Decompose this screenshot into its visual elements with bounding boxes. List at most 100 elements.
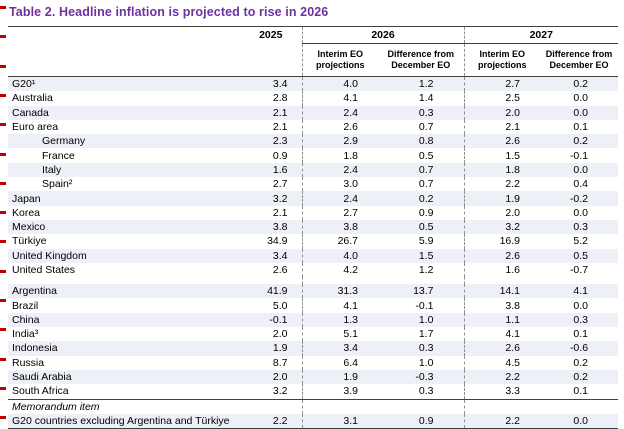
table-row: Germany 2.3 2.9 0.8 2.6 0.2: [8, 134, 619, 149]
value-cell: 2.5: [463, 91, 541, 106]
value-cell: 2.4: [301, 191, 378, 206]
value-cell: 2.4: [301, 105, 378, 120]
value-cell: 31.3: [301, 284, 378, 299]
country-cell: Canada: [12, 106, 49, 119]
subheader-row: Interim EO projections Difference from D…: [8, 43, 619, 77]
value-cell: 2.8: [272, 92, 288, 105]
country-cell: United States: [12, 264, 76, 276]
table-row: France 0.9 1.8 0.5 1.5 -0.1: [8, 148, 618, 163]
value-cell: -0.1: [415, 299, 434, 312]
value-cell: 2.2: [463, 413, 541, 429]
table-row: Korea 2.1 2.7 0.9 2.0 0.0: [8, 205, 618, 220]
table-row: Mexico 3.8 3.8 0.5 3.2 0.3: [8, 219, 619, 235]
value-cell: 3.8: [301, 219, 378, 235]
value-cell: 2.0: [272, 328, 288, 341]
value-cell: -0.1: [569, 149, 589, 162]
table-row: United Kingdom 3.4 4.0 1.5 2.6 0.5: [8, 248, 619, 263]
value-cell: 0.9: [418, 414, 434, 427]
value-cell: 3.0: [301, 177, 378, 192]
table-body: G20¹ 3.4 4.0 1.2 2.7 0.2 Australia 2.8 4.1 1.4 2.5…: [8, 76, 619, 429]
value-cell: 4.1: [573, 285, 589, 298]
revision-mark: [0, 123, 6, 126]
country-cell: Italy: [42, 163, 62, 176]
value-cell: 3.1: [301, 413, 378, 429]
country-cell: G20 countries excluding Argentina and Tü…: [12, 414, 230, 427]
col-header-2025: 2025: [259, 29, 283, 42]
value-cell: 2.1: [463, 119, 541, 135]
value-cell: 0.1: [573, 121, 589, 134]
table-row: Saudi Arabia 2.0 1.9 -0.3 2.2 0.2: [8, 369, 619, 385]
table-row: Türkiye 34.9 26.7 5.9 16.9 5.2: [8, 234, 618, 249]
value-cell: 2.1: [272, 106, 288, 119]
empty-cell: [463, 277, 541, 285]
value-cell: 2.9: [301, 134, 378, 149]
country-cell: India³: [12, 328, 39, 341]
value-cell: 1.4: [418, 92, 434, 105]
value-cell: 3.2: [272, 385, 288, 398]
value-cell: 0.0: [573, 414, 589, 427]
value-cell: 2.7: [272, 178, 288, 191]
revision-mark: [0, 65, 6, 68]
value-cell: 1.7: [418, 328, 434, 341]
value-cell: 6.4: [301, 355, 378, 370]
table-row: Euro area 2.1 2.6 0.7 2.1 0.1: [8, 119, 618, 135]
year-header-row: 2025 2026 2027: [8, 26, 619, 44]
country-cell: South Africa: [12, 385, 69, 398]
value-cell: 41.9: [267, 285, 288, 298]
revision-mark: [0, 182, 6, 185]
country-cell: Germany: [42, 135, 86, 148]
value-cell: 0.0: [573, 106, 589, 119]
revision-mark: [0, 416, 6, 419]
value-cell: 2.7: [301, 205, 378, 220]
value-cell: 2.6: [463, 341, 541, 356]
value-cell: 0.1: [573, 385, 589, 398]
table-row: Argentina 41.9 31.3 13.7 14.1 4.1: [8, 284, 619, 299]
empty-cell: [378, 277, 464, 284]
subheader-interim-2026: Interim EO projections: [301, 43, 378, 77]
revision-mark: [0, 240, 6, 243]
value-cell: 0.9: [418, 206, 434, 219]
value-cell: 0.5: [418, 221, 434, 234]
value-cell: 1.6: [272, 163, 288, 176]
value-cell: 14.1: [463, 284, 541, 299]
subheader-interim-2027: Interim EO projections: [463, 43, 541, 77]
value-cell: 2.6: [463, 248, 541, 263]
country-cell: Saudi Arabia: [12, 371, 72, 384]
country-cell: Russia: [12, 356, 45, 369]
value-cell: 1.5: [418, 249, 434, 262]
country-cell: Spain²: [42, 178, 73, 191]
value-cell: 1.2: [418, 264, 434, 276]
value-cell: 34.9: [267, 235, 288, 248]
value-cell: 5.1: [301, 327, 378, 342]
value-cell: 0.7: [418, 178, 434, 191]
value-cell: 5.9: [418, 235, 434, 248]
table-row: G20 countries excluding Argentina and Tü…: [8, 413, 619, 429]
table-row: G20¹ 3.4 4.0 1.2 2.7 0.2: [8, 76, 619, 92]
table-row: Indonesia 1.9 3.4 0.3 2.6 -0.6: [8, 341, 619, 356]
value-cell: 4.2: [301, 262, 378, 278]
empty-cell: [8, 277, 240, 284]
value-cell: 2.1: [272, 121, 288, 134]
country-col-header: [8, 27, 240, 44]
value-cell: 3.4: [272, 249, 288, 262]
empty-cell: [540, 398, 619, 414]
value-cell: 2.0: [463, 205, 541, 220]
value-cell: 2.3: [272, 135, 288, 148]
value-cell: 1.0: [418, 313, 434, 326]
value-cell: 1.8: [301, 148, 378, 163]
value-cell: 4.1: [463, 327, 541, 342]
inflation-table: 2025 2026 2027 Interim EO projections Di…: [8, 26, 619, 429]
table-row: South Africa 3.2 3.9 0.3 3.3 0.1: [8, 384, 618, 400]
value-cell: 0.0: [573, 206, 589, 219]
country-cell: Argentina: [12, 285, 57, 298]
revision-mark: [0, 153, 6, 156]
value-cell: 2.4: [301, 162, 378, 178]
value-cell: 2.0: [463, 105, 541, 120]
country-cell: Brazil: [12, 299, 39, 312]
value-cell: 2.2: [463, 369, 541, 385]
country-cell: Euro area: [12, 121, 59, 134]
value-cell: 0.3: [418, 342, 434, 355]
value-cell: 0.5: [573, 249, 589, 262]
value-cell: 1.1: [463, 312, 541, 328]
